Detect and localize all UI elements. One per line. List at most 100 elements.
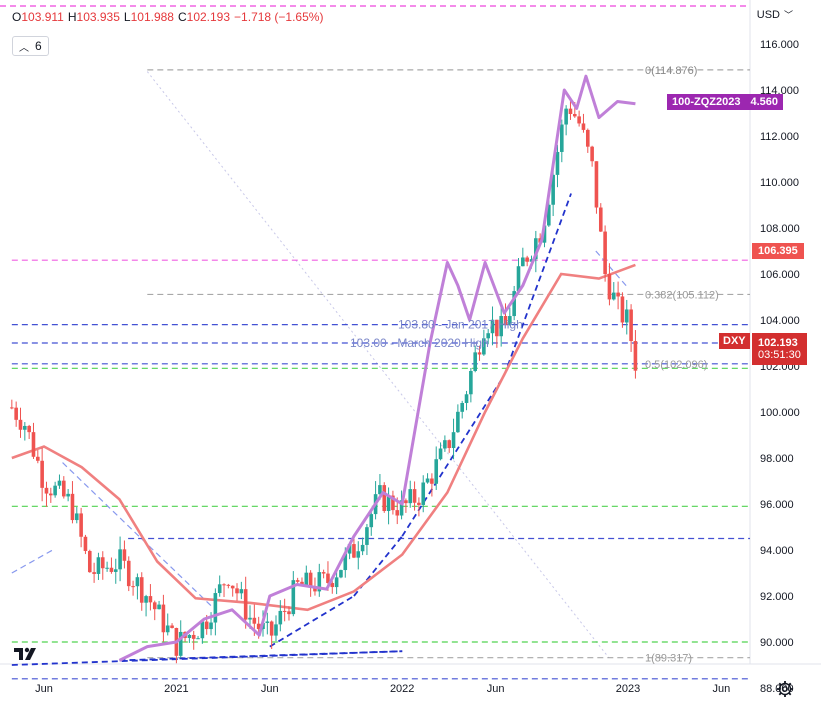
candle-body — [226, 584, 231, 586]
y-tick-label: 98.000 — [760, 453, 794, 465]
candle-body — [122, 549, 127, 561]
x-tick-label: 2023 — [616, 683, 640, 695]
candle-body — [560, 124, 564, 152]
trendline — [595, 250, 629, 289]
indicator-toggle[interactable]: ︿ 6 — [12, 36, 49, 56]
candle-body — [633, 341, 638, 371]
fib-1-label: 1(89.317) — [645, 653, 692, 665]
y-tick-label: 106.000 — [760, 269, 800, 281]
trendline — [503, 193, 572, 376]
candle-body — [356, 551, 361, 558]
candle-body — [434, 459, 439, 484]
candle-body — [295, 580, 300, 582]
candle-body — [585, 129, 590, 147]
dxy-label-tag: DXY — [719, 333, 750, 349]
candle-body — [417, 502, 421, 505]
candle-body — [516, 266, 521, 292]
candle-body — [265, 621, 270, 623]
candle-body — [572, 113, 577, 117]
indicator-count: 6 — [35, 39, 42, 53]
ohlc-readout: O103.911 H103.935 L101.988 C102.193 −1.7… — [12, 10, 324, 24]
candle-body — [365, 527, 369, 545]
chevron-up-icon: ︿ — [19, 42, 29, 54]
candle-body — [96, 557, 101, 574]
x-tick-label: Jun — [261, 683, 279, 695]
currency-selector[interactable]: USD ﹀ — [757, 8, 793, 21]
candle-body — [200, 621, 205, 639]
candle-body — [27, 425, 31, 433]
candle-body — [308, 572, 313, 588]
candle-body — [624, 309, 629, 323]
y-tick-label: 88.000 — [760, 683, 794, 695]
candle-body — [304, 572, 309, 586]
y-tick-label: 108.000 — [760, 223, 800, 235]
open-value: 103.911 — [21, 10, 64, 24]
trendline — [269, 595, 355, 648]
candle-body — [425, 478, 430, 483]
x-tick-label: Jun — [713, 683, 731, 695]
candle-body — [551, 174, 555, 205]
candle-body — [477, 352, 482, 355]
candle-body — [408, 489, 413, 504]
candle-body — [49, 493, 53, 496]
zq-tag-label: 100-ZQZ2023 — [672, 96, 741, 108]
candle-body — [412, 489, 417, 503]
candle-body — [330, 583, 335, 588]
candle-body — [568, 108, 573, 114]
high-value: 103.935 — [76, 10, 120, 24]
candle-body — [347, 544, 352, 554]
candle-body — [594, 161, 599, 208]
candle-body — [191, 634, 196, 639]
candle-body — [490, 319, 495, 334]
candle-body — [404, 500, 408, 504]
candle-body — [148, 596, 153, 603]
candle-body — [512, 291, 516, 317]
candle-body — [352, 544, 356, 558]
candle-body — [378, 485, 382, 495]
candle-body — [534, 238, 538, 260]
candle-body — [196, 638, 200, 640]
candle-body — [109, 567, 114, 572]
candle-body — [300, 581, 304, 586]
candle-body — [204, 621, 209, 630]
candle-body — [83, 536, 88, 551]
candle-body — [170, 625, 174, 628]
candle-body — [581, 123, 586, 130]
candle-body — [66, 493, 70, 497]
candle-body — [165, 625, 170, 633]
candle-body — [443, 440, 447, 449]
gear-icon[interactable] — [776, 680, 794, 698]
candle-body — [542, 225, 547, 243]
change-value: −1.718 (−1.65%) — [234, 10, 324, 24]
y-tick-label: 96.000 — [760, 499, 794, 511]
candle-body — [508, 316, 512, 325]
x-tick-label: Jun — [487, 683, 505, 695]
candle-body — [503, 315, 508, 325]
close-value: 102.193 — [186, 10, 231, 24]
candle-body — [278, 610, 283, 625]
fib-382-label: 0.382(105.112) — [645, 289, 719, 301]
candle-body — [360, 544, 365, 552]
candle-body — [36, 456, 40, 461]
candle-body — [230, 585, 235, 589]
candle-body — [57, 480, 62, 486]
candle-body — [10, 407, 14, 409]
candle-body — [31, 432, 36, 457]
x-tick-label: 2021 — [164, 683, 188, 695]
candle-body — [321, 572, 326, 574]
x-tick-label: 2022 — [390, 683, 414, 695]
low-value: 101.988 — [130, 10, 174, 24]
candle-body — [603, 231, 607, 275]
candle-body — [495, 319, 499, 337]
candle-body — [451, 432, 456, 449]
candle-body — [334, 577, 339, 588]
candle-body — [187, 634, 192, 639]
candle-body — [590, 146, 594, 162]
tradingview-logo-icon[interactable] — [12, 644, 38, 664]
candle-body — [87, 550, 92, 573]
candle-body — [18, 419, 23, 430]
zq-overlay-line — [118, 74, 636, 662]
chevron-down-icon: ﹀ — [783, 10, 793, 20]
candle-body — [74, 513, 79, 521]
